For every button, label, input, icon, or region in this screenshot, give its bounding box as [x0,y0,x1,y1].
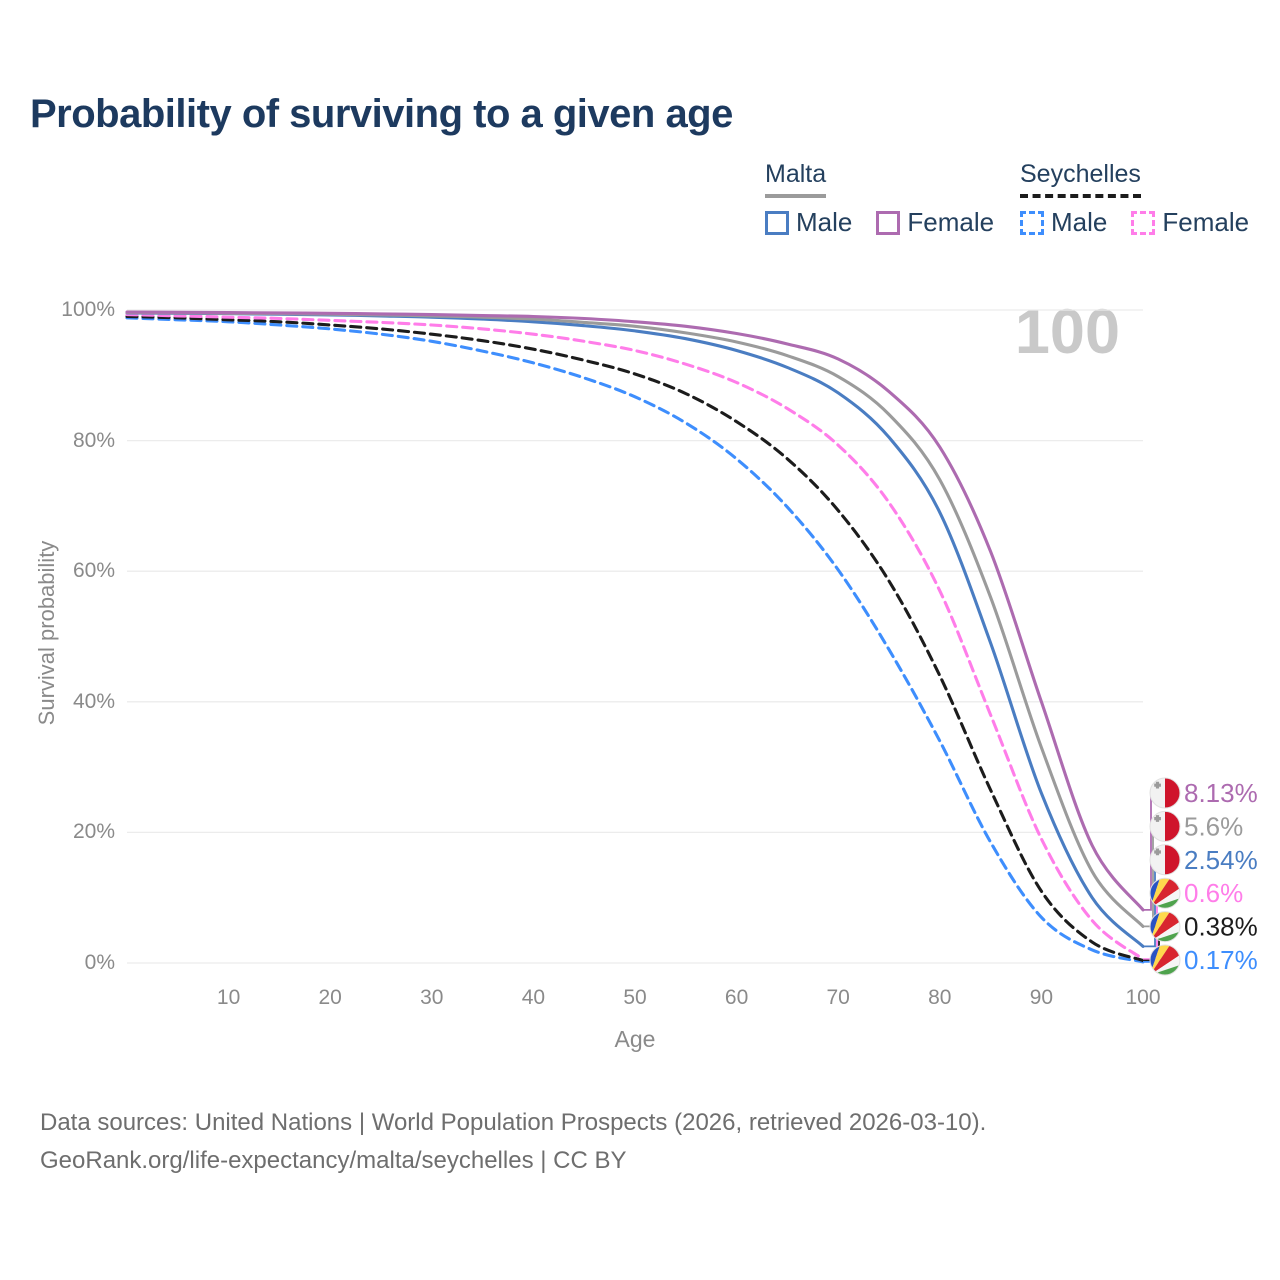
series-end-value-label: 0.6% [1184,878,1243,908]
hover-age-label: 100 [1014,297,1120,367]
x-tick-label: 10 [216,986,241,1009]
malta-female-swatch-icon [876,210,901,235]
seychelles-flag-icon [1149,877,1181,909]
data-source-footer: Data sources: United Nations | World Pop… [40,1104,986,1180]
series-end-value-label: 0.38% [1184,912,1258,942]
y-tick-label: 80% [72,428,115,452]
footer-line-url: GeoRank.org/life-expectancy/malta/seyche… [40,1147,627,1174]
malta-flag-icon [1149,810,1181,842]
legend-label: Male [796,207,853,237]
series-end-value-label: 0.17% [1184,945,1258,975]
legend-header-seychelles[interactable]: Seychelles [1020,160,1141,198]
series-line-malta-female[interactable] [125,310,1145,912]
legend-item-seychelles-female[interactable]: Female [1131,207,1249,238]
y-tick-label: 20% [72,820,115,844]
legend-items-malta: Male Female [765,207,994,238]
x-tick-label: 80 [928,986,952,1009]
legend-item-malta-female[interactable]: Female [876,207,994,238]
legend-label: Female [907,207,995,237]
seychelles-male-swatch-icon [1020,210,1044,235]
series-end-value-label: 2.54% [1184,845,1258,875]
legend-group-malta: Malta Male Female [765,160,994,238]
x-tick-label: 70 [826,986,850,1009]
seychelles-flag-icon [1149,944,1181,976]
series-line-seychelles[interactable] [125,314,1145,963]
malta-flag-icon [1149,777,1181,809]
series-line-seychelles-male[interactable] [125,316,1145,964]
page-title: Probability of surviving to a given age [30,92,733,136]
y-tick-label: 0% [84,951,115,974]
series-end-value-label: 5.6% [1184,811,1243,841]
x-tick-label: 30 [420,986,444,1009]
legend-item-seychelles-male[interactable]: Male [1020,207,1107,238]
x-tick-label: 50 [623,986,647,1009]
legend-label: Male [1051,207,1108,237]
legend-header-malta[interactable]: Malta [765,160,827,198]
y-tick-label: 40% [72,689,115,713]
series-line-seychelles-female[interactable] [125,313,1145,961]
seychelles-flag-icon [1149,911,1181,943]
legend-items-seychelles: Male Female [1020,207,1249,238]
x-tick-label: 90 [1029,986,1054,1009]
seychelles-female-swatch-icon [1131,210,1156,235]
legend-item-malta-male[interactable]: Male [765,207,852,238]
x-tick-label: 100 [1125,986,1161,1009]
legend-label: Female [1162,207,1250,237]
series-end-value-label: 8.13% [1184,778,1258,808]
malta-male-swatch-icon [765,210,789,235]
x-axis-title: Age [614,1026,656,1052]
x-tick-label: 60 [724,986,749,1009]
footer-line-sources: Data sources: United Nations | World Pop… [40,1109,987,1136]
legend-group-seychelles: Seychelles Male Female [1020,160,1249,238]
malta-flag-icon [1149,844,1181,876]
series-line-malta[interactable] [125,311,1145,928]
x-tick-label: 40 [521,986,546,1009]
y-tick-label: 100% [61,298,115,321]
x-tick-label: 20 [318,986,342,1009]
series-line-malta-male[interactable] [125,311,1145,948]
y-tick-label: 60% [72,559,115,583]
